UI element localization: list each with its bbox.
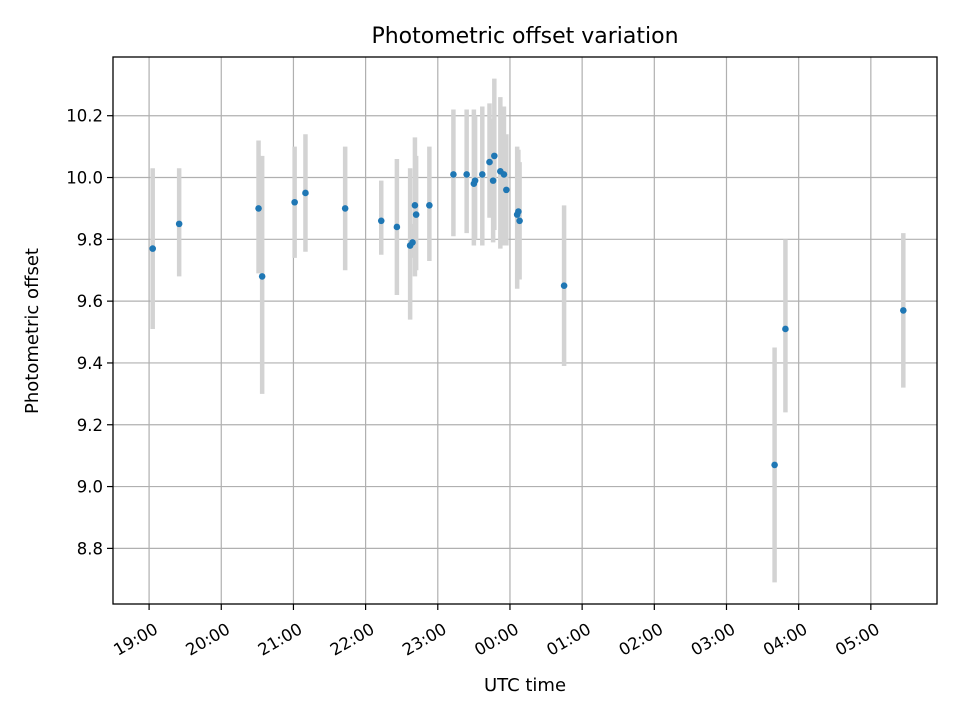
- data-point: [291, 198, 298, 206]
- y-axis-ticks: 8.8 9.0 9.2 9.4 9.6 9.8 10.0 10.2: [66, 107, 113, 558]
- data-point: [503, 186, 510, 194]
- y-tick-label: 9.4: [77, 354, 103, 373]
- data-point: [409, 239, 416, 246]
- data-point: [782, 325, 789, 333]
- y-axis-label: Photometric offset: [22, 248, 43, 414]
- y-tick-label: 9.2: [77, 416, 103, 435]
- y-tick-label: 9.8: [77, 230, 103, 249]
- data-point: [255, 205, 262, 212]
- data-point: [412, 211, 420, 218]
- data-point: [149, 245, 156, 252]
- y-tick-label: 9.0: [77, 478, 103, 497]
- data-point: [463, 171, 470, 178]
- y-tick-label: 10.2: [66, 107, 103, 126]
- x-axis-label: UTC time: [484, 675, 566, 696]
- grid: [113, 57, 937, 604]
- data-points: [149, 152, 907, 469]
- y-tick-label: 10.0: [66, 169, 103, 188]
- data-point: [258, 273, 266, 280]
- data-point: [341, 205, 349, 212]
- y-tick-label: 8.8: [77, 539, 103, 558]
- data-point: [478, 171, 486, 178]
- data-point: [393, 223, 401, 231]
- data-point: [771, 461, 778, 469]
- data-point: [426, 202, 433, 209]
- data-point: [491, 152, 498, 160]
- data-point: [516, 217, 523, 225]
- data-point: [900, 307, 907, 314]
- data-point: [471, 177, 479, 184]
- chart-title: Photometric offset variation: [371, 24, 678, 49]
- data-point: [377, 217, 385, 225]
- data-point: [500, 171, 508, 178]
- data-point: [302, 189, 309, 197]
- data-point: [411, 202, 419, 209]
- data-point: [486, 158, 493, 166]
- data-point: [489, 177, 497, 184]
- data-point: [560, 282, 568, 289]
- data-point: [450, 171, 457, 178]
- data-point: [175, 220, 183, 228]
- y-tick-label: 9.6: [77, 292, 103, 311]
- plot-frame: [112, 56, 938, 605]
- data-point: [515, 208, 522, 215]
